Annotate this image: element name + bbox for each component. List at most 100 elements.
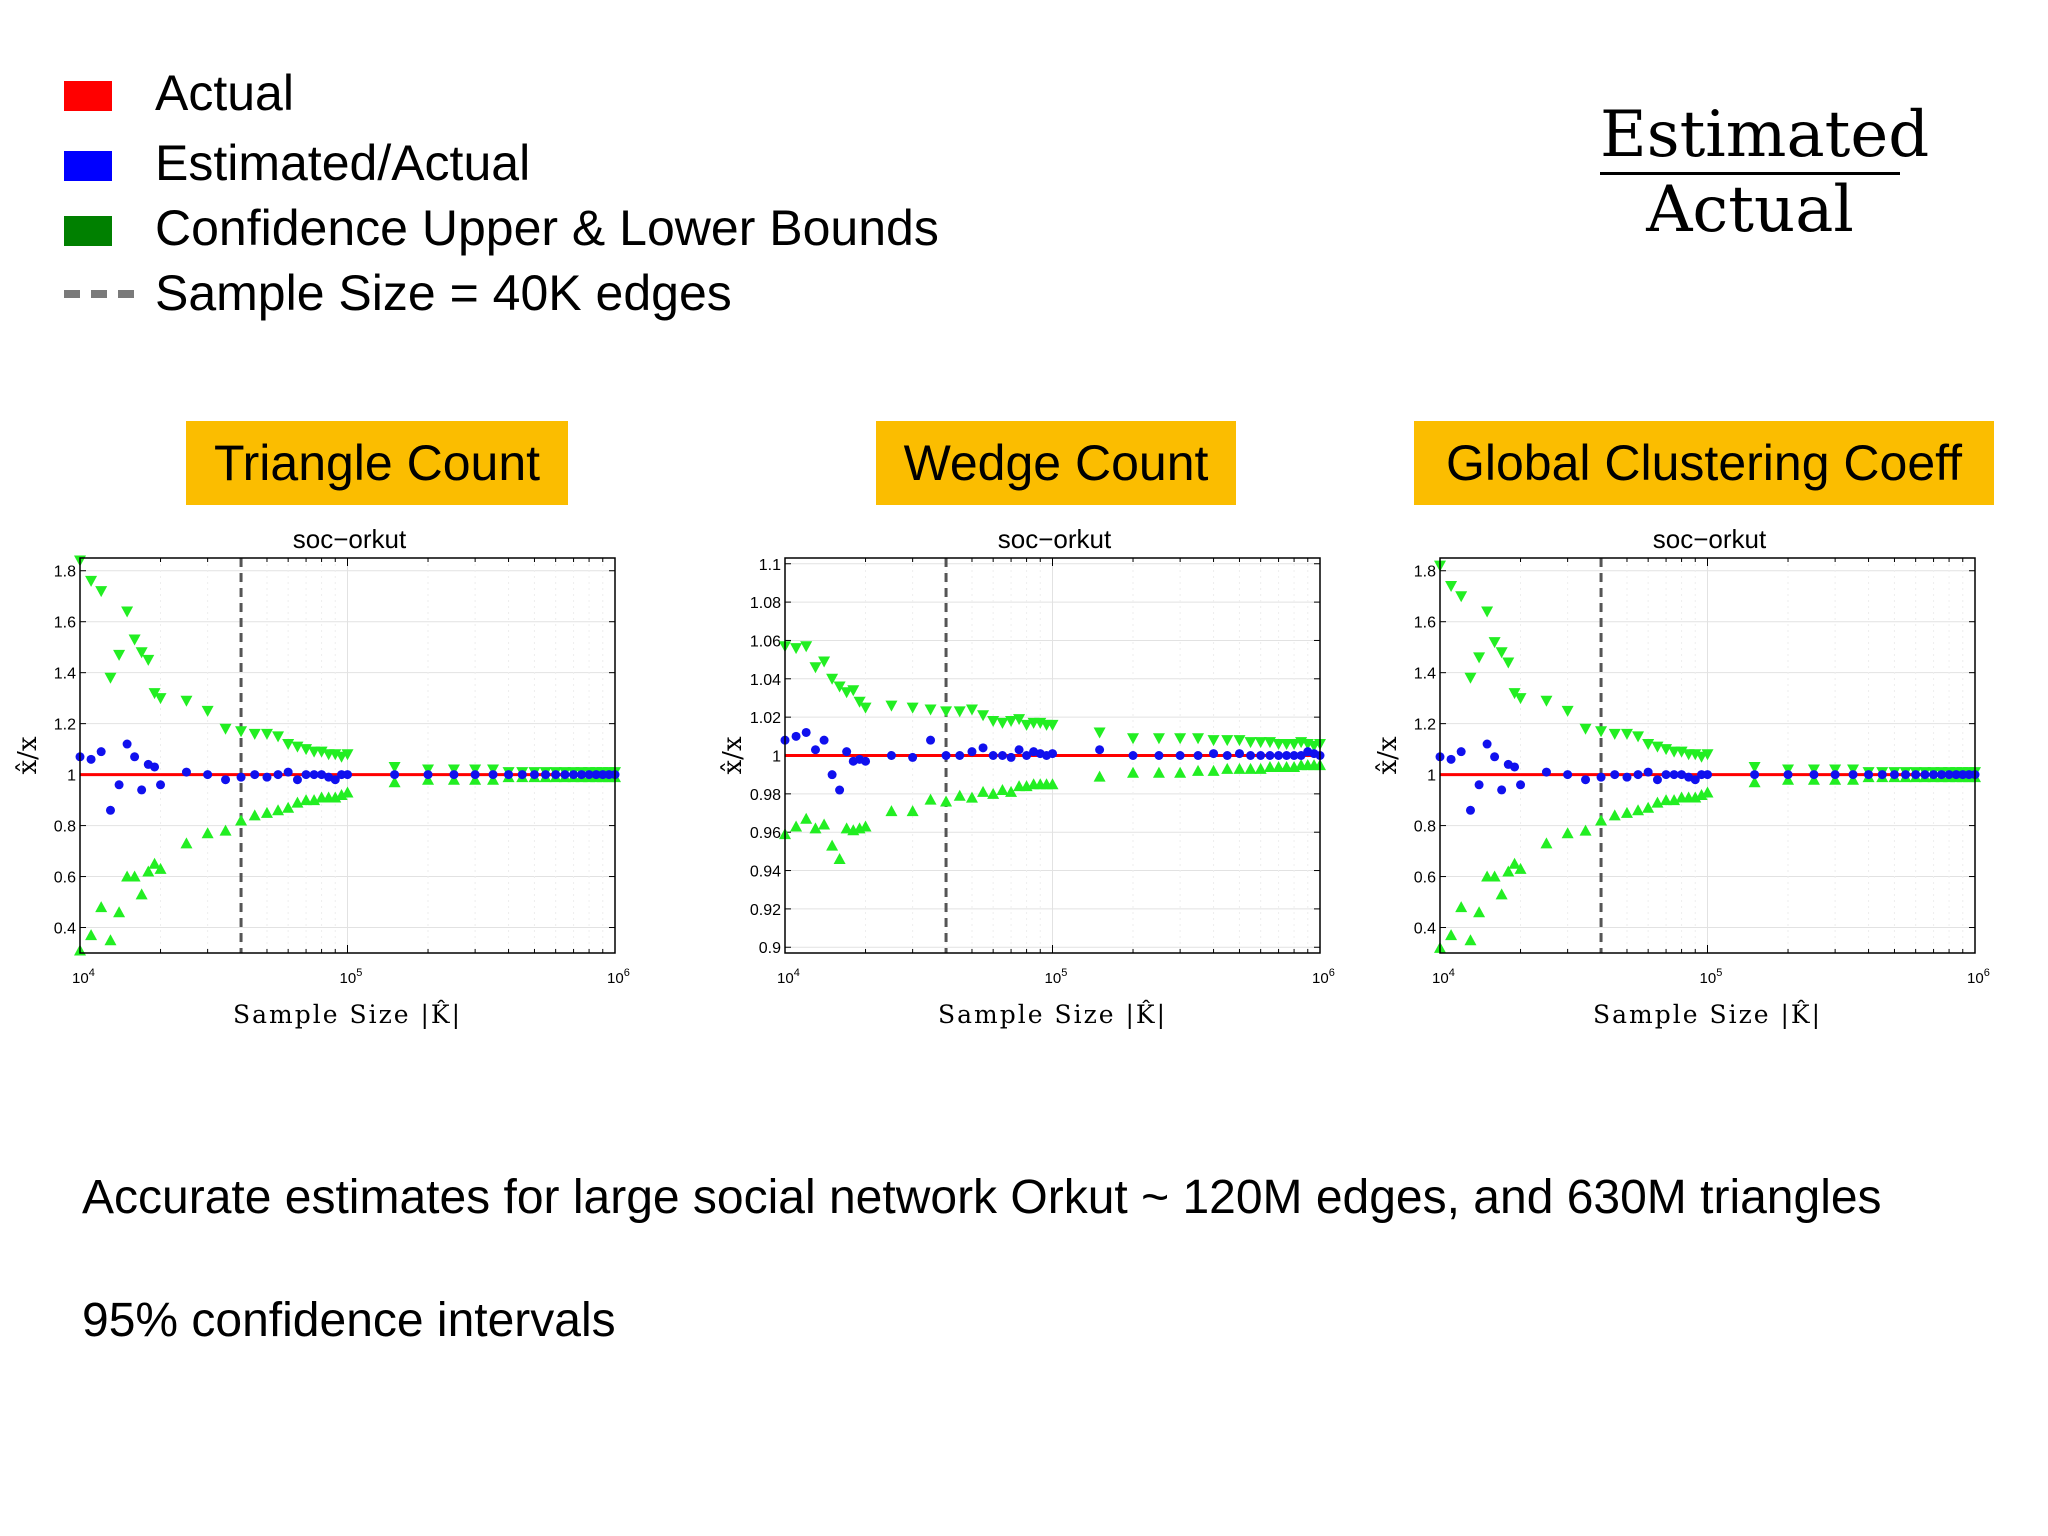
x-tick-label: 105	[1045, 967, 1068, 987]
estimated-point	[967, 747, 977, 757]
lower-bound-marker	[142, 865, 155, 877]
estimated-point	[390, 770, 400, 780]
upper-bound-marker	[1608, 728, 1621, 740]
chart-triangle-count: soc−orkut 0.4 0.6 0.8 1 1.2 1.4 1.6 1.8 104 105 106…	[0, 515, 640, 1035]
lower-bound-marker	[1263, 761, 1276, 773]
lower-bound-marker	[113, 906, 126, 918]
lower-bound-marker	[260, 806, 273, 818]
upper-bound-marker	[1748, 761, 1761, 773]
chart-svg-global-clustering: soc−orkut 0.4 0.6 0.8 1 1.2 1.4 1.6 1.8 104 105 106…	[1373, 524, 1990, 1030]
estimated-point	[1920, 770, 1930, 780]
upper-bound-marker	[953, 706, 966, 718]
panel-heading-global-clustering: Global Clustering Coeff	[1414, 421, 1994, 505]
estimated-point	[541, 770, 551, 780]
y-tick-label: 1.8	[1414, 564, 1436, 581]
chart-wedge-count: soc−orkut 0.9 0.92 0.94 0.96 0.98 1 1.02 1.04 1.0…	[705, 515, 1345, 1035]
upper-bound-marker	[940, 706, 953, 718]
lower-bound-marker	[154, 862, 167, 874]
estimated-point	[1864, 770, 1874, 780]
y-tick-label: 0.6	[1414, 870, 1436, 887]
chart-title: soc−orkut	[1653, 524, 1767, 554]
upper-bound-marker	[1481, 606, 1494, 618]
estimated-point	[842, 747, 852, 757]
y-tick-label: 0.4	[54, 921, 76, 938]
y-tick-label: 0.6	[54, 870, 76, 887]
upper-bound-marker	[790, 643, 803, 655]
upper-bound-marker	[840, 687, 853, 699]
y-tick-label: 1.6	[54, 615, 76, 632]
estimated-point	[1911, 770, 1921, 780]
lower-bound-marker	[1807, 773, 1820, 785]
estimated-point	[835, 785, 845, 795]
y-tick-label: 0.4	[1414, 921, 1436, 938]
estimated-point	[137, 785, 147, 795]
lower-bound-marker	[1540, 837, 1553, 849]
lower-bound-marker	[1046, 778, 1059, 790]
upper-bound-marker	[1579, 723, 1592, 735]
chart-title: soc−orkut	[293, 524, 407, 554]
lower-bound-marker	[1005, 785, 1018, 797]
lower-bound-marker	[1221, 762, 1234, 774]
lower-bound-marker	[1272, 761, 1285, 773]
lower-bound-marker	[388, 776, 401, 788]
lower-bound-marker	[1579, 824, 1592, 836]
lower-bound-marker	[1502, 865, 1515, 877]
upper-bound-marker	[121, 606, 134, 618]
upper-bound-marker	[906, 702, 919, 714]
upper-bound-marker	[1020, 719, 1033, 731]
upper-bound-marker	[826, 673, 839, 685]
lower-bound-marker	[953, 789, 966, 801]
upper-bound-marker	[1701, 749, 1714, 761]
estimated-point	[978, 743, 988, 753]
y-tick-label: 0.98	[750, 787, 781, 804]
upper-bound-marker	[219, 723, 232, 735]
lower-bound-marker	[1620, 806, 1633, 818]
upper-bound-marker	[1514, 693, 1527, 705]
lower-bound-marker	[859, 820, 872, 832]
upper-bound-marker	[818, 656, 831, 668]
lower-bound-marker	[924, 793, 937, 805]
estimated-point	[819, 735, 829, 745]
estimated-point	[96, 747, 106, 757]
upper-bound-marker	[800, 641, 813, 653]
estimated-point	[262, 772, 272, 782]
upper-bound-marker	[853, 696, 866, 708]
legend-label-actual: Actual	[155, 65, 294, 121]
y-tick-label: 0.96	[750, 825, 781, 842]
plot-frame	[79, 557, 616, 954]
estimated-point	[1456, 747, 1466, 757]
upper-bound-marker	[1847, 764, 1860, 776]
estimated-point	[1541, 767, 1551, 777]
estimated-point	[1234, 749, 1244, 759]
legend-item-sample-size: Sample Size = 40K edges	[64, 258, 1064, 328]
legend-swatch-actual	[64, 81, 112, 111]
upper-bound-marker	[1495, 647, 1508, 659]
estimated-point	[598, 770, 608, 780]
y-tick-label: 1.2	[1414, 717, 1436, 734]
lower-bound-marker	[885, 805, 898, 817]
lower-bound-marker	[85, 929, 98, 941]
lower-bound-marker	[1508, 857, 1521, 869]
upper-bound-marker	[113, 649, 126, 661]
estimated-point	[1622, 772, 1632, 782]
lower-bound-marker	[1660, 794, 1673, 806]
upper-bound-marker	[260, 728, 273, 740]
lower-bound-marker	[1829, 773, 1842, 785]
upper-bound-marker	[1046, 719, 1059, 731]
estimated-point	[1563, 770, 1573, 780]
estimated-point	[86, 754, 96, 764]
lower-bound-marker	[180, 837, 193, 849]
estimated-point	[560, 770, 570, 780]
estimated-point	[1282, 751, 1292, 760]
upper-bound-marker	[924, 704, 937, 716]
estimated-point	[1128, 751, 1138, 760]
estimated-point	[529, 770, 539, 780]
estimated-point	[1497, 785, 1507, 795]
estimated-point	[273, 770, 283, 780]
formula-numerator: Estimated	[1600, 100, 1929, 175]
lower-bound-marker	[248, 809, 261, 821]
lower-bound-marker	[940, 795, 953, 807]
estimated-point	[908, 752, 918, 762]
upper-bound-marker	[1152, 733, 1165, 745]
legend-item-confidence: Confidence Upper & Lower Bounds	[64, 193, 1064, 263]
